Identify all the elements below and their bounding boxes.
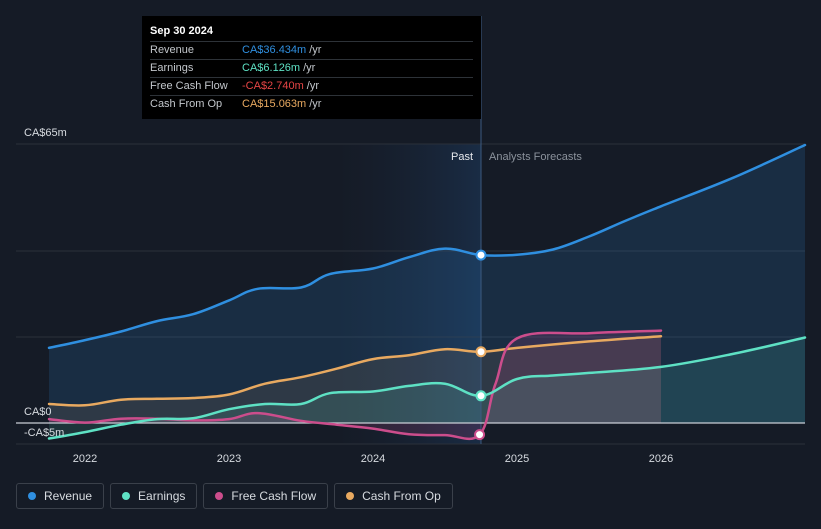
cash-from-op-line	[47, 334, 663, 407]
cash-from-op-marker	[475, 346, 487, 358]
revenue-marker	[475, 249, 487, 261]
revenue-line	[47, 143, 807, 350]
x-tick-label: 2025	[505, 453, 529, 465]
tooltip-label: Revenue	[150, 44, 195, 56]
tooltip-row-revenue: Revenue CA$36.434m /yr	[150, 41, 473, 59]
legend-label: Revenue	[44, 489, 93, 503]
earnings-line	[47, 336, 807, 440]
tooltip-date: Sep 30 2024	[150, 25, 213, 37]
chart-tooltip: Sep 30 2024 Revenue CA$36.434m /yr Earni…	[142, 16, 481, 119]
tooltip-value: CA$6.126m	[242, 62, 301, 74]
legend-dot-icon	[346, 492, 355, 500]
free-cash-flow-line	[47, 329, 663, 441]
earnings-area	[49, 337, 805, 439]
legend-dot-icon	[122, 492, 131, 500]
tooltip-unit: /yr	[306, 80, 319, 92]
tooltip-value: CA$15.063m	[242, 98, 307, 110]
tooltip-row-free-cash-flow: Free Cash Flow -CA$2.740m /yr	[150, 77, 473, 95]
free-cash-flow-marker	[474, 429, 486, 441]
tooltip-label: Free Cash Flow	[150, 80, 228, 92]
tooltip-unit: /yr	[303, 62, 316, 74]
legend-item-earnings[interactable]: Earnings	[110, 483, 198, 509]
x-tick-label: 2024	[361, 453, 385, 465]
legend-dot-icon	[28, 492, 36, 500]
tooltip-unit: /yr	[309, 98, 322, 110]
past-label: Past	[451, 151, 473, 163]
legend-item-revenue[interactable]: Revenue	[16, 483, 105, 509]
free-cash-flow-area	[49, 330, 661, 439]
legend-dot-icon	[215, 492, 224, 500]
legend-label: Earnings	[138, 489, 186, 503]
x-tick-label: 2023	[217, 453, 241, 465]
tooltip-unit: /yr	[309, 44, 322, 56]
cash-from-op-area	[49, 336, 661, 423]
x-tick-label: 2026	[649, 453, 673, 465]
tooltip-value: -CA$2.740m	[242, 80, 304, 92]
y-label-bottom: -CA$5m	[24, 427, 64, 439]
tooltip-value: CA$36.434m	[242, 44, 307, 56]
revenue-area	[49, 145, 805, 423]
earnings-marker	[475, 390, 487, 402]
tooltip-row-earnings: Earnings CA$6.126m /yr	[150, 59, 473, 77]
y-label-top: CA$65m	[24, 127, 67, 139]
tooltip-row-cash-from-op: Cash From Op CA$15.063m /yr	[150, 95, 473, 113]
forecast-label: Analysts Forecasts	[489, 151, 582, 163]
past-region-shade	[337, 144, 481, 444]
tooltip-label: Earnings	[150, 62, 194, 74]
tooltip-label: Cash From Op	[150, 98, 223, 110]
chart-legend: Revenue Earnings Free Cash Flow Cash Fro…	[16, 483, 453, 511]
legend-item-free-cash-flow[interactable]: Free Cash Flow	[203, 483, 329, 509]
legend-label: Cash From Op	[362, 489, 441, 503]
legend-item-cash-from-op[interactable]: Cash From Op	[334, 483, 453, 509]
legend-label: Free Cash Flow	[231, 489, 317, 503]
x-tick-label: 2022	[73, 453, 97, 465]
y-label-zero: CA$0	[24, 406, 52, 418]
